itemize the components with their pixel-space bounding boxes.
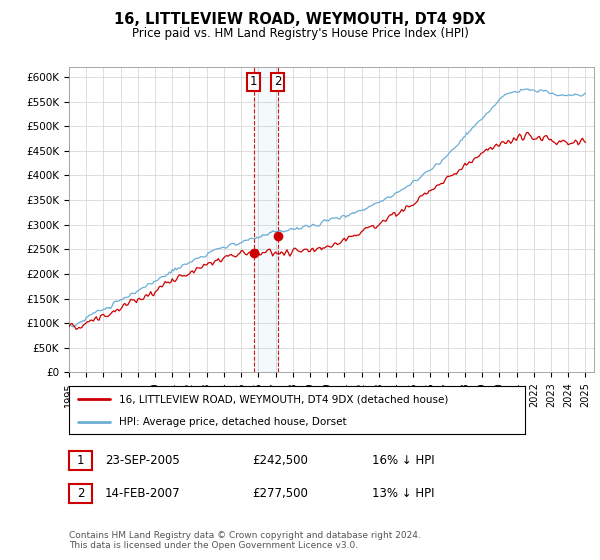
Text: 14-FEB-2007: 14-FEB-2007 — [105, 487, 181, 500]
Text: 23-SEP-2005: 23-SEP-2005 — [105, 454, 180, 468]
Text: £277,500: £277,500 — [252, 487, 308, 500]
Text: 2: 2 — [77, 487, 84, 500]
Text: 1: 1 — [77, 454, 84, 468]
Text: 16, LITTLEVIEW ROAD, WEYMOUTH, DT4 9DX: 16, LITTLEVIEW ROAD, WEYMOUTH, DT4 9DX — [114, 12, 486, 27]
Text: HPI: Average price, detached house, Dorset: HPI: Average price, detached house, Dors… — [119, 417, 347, 427]
Text: 1: 1 — [250, 76, 257, 88]
Text: 2: 2 — [274, 76, 281, 88]
Text: 13% ↓ HPI: 13% ↓ HPI — [372, 487, 434, 500]
Bar — [254, 67, 278, 372]
Text: 16, LITTLEVIEW ROAD, WEYMOUTH, DT4 9DX (detached house): 16, LITTLEVIEW ROAD, WEYMOUTH, DT4 9DX (… — [119, 394, 449, 404]
Text: Contains HM Land Registry data © Crown copyright and database right 2024.
This d: Contains HM Land Registry data © Crown c… — [69, 531, 421, 550]
Text: £242,500: £242,500 — [252, 454, 308, 468]
Text: Price paid vs. HM Land Registry's House Price Index (HPI): Price paid vs. HM Land Registry's House … — [131, 27, 469, 40]
Text: 16% ↓ HPI: 16% ↓ HPI — [372, 454, 434, 468]
